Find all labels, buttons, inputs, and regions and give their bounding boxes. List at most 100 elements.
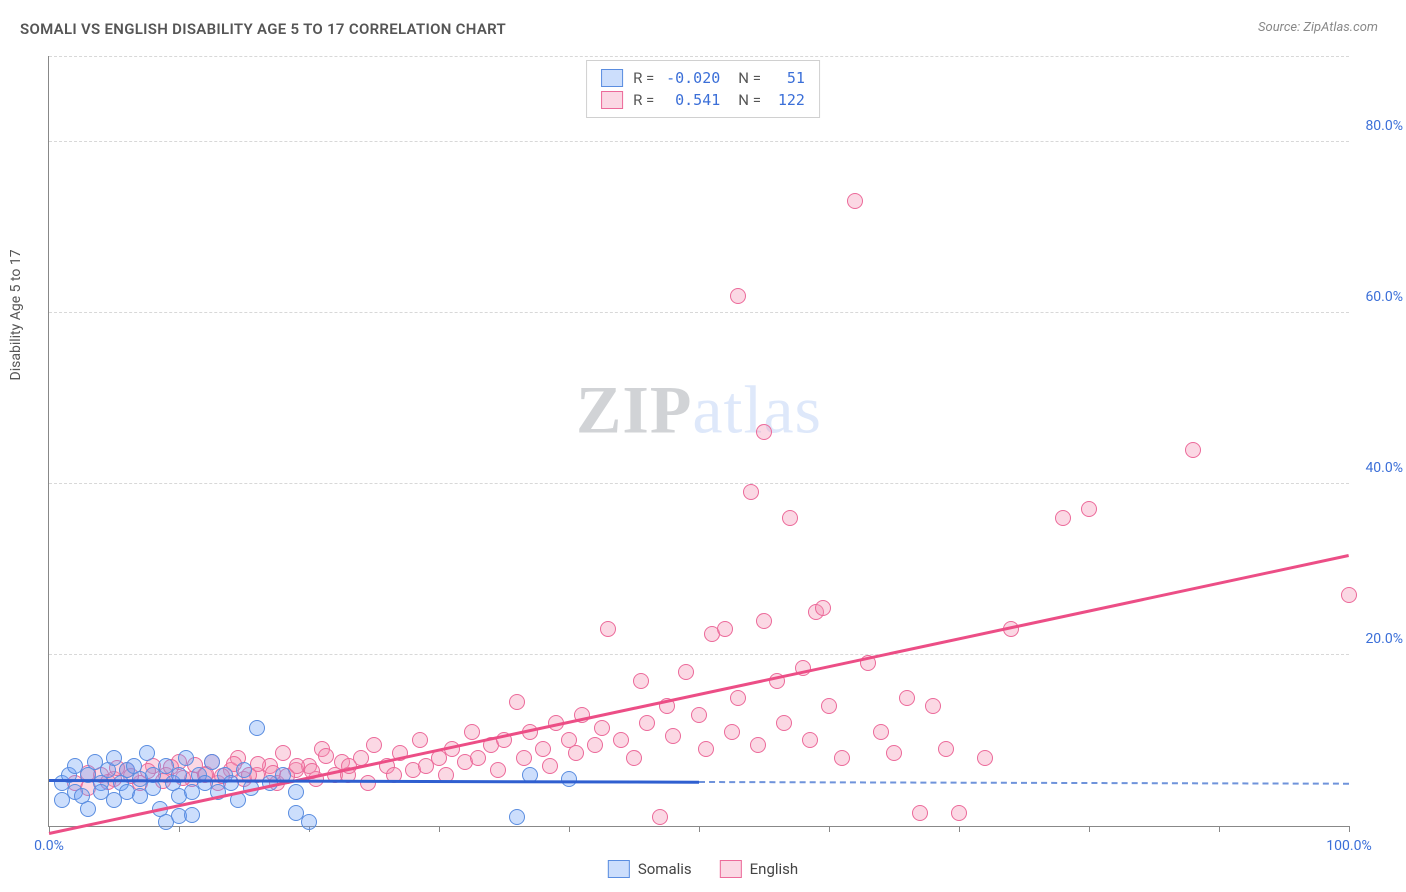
legend-label: English [750, 860, 799, 878]
series-legend: Somalis English [608, 860, 798, 878]
r-label: R = [633, 69, 654, 87]
xtick-label-left: 0.0% [34, 838, 64, 854]
data-point [204, 754, 220, 770]
gridline [49, 654, 1349, 655]
data-point [977, 750, 993, 766]
xtick [179, 826, 180, 832]
legend-swatch [608, 860, 630, 878]
data-point [730, 288, 746, 304]
data-point [678, 664, 694, 680]
data-point [139, 745, 155, 761]
legend-row: R = -0.020 N = 51 [601, 67, 805, 89]
data-point [776, 715, 792, 731]
data-point [782, 510, 798, 526]
data-point [223, 775, 239, 791]
chart-container: SOMALI VS ENGLISH DISABILITY AGE 5 TO 17… [0, 0, 1406, 892]
gridline [49, 141, 1349, 142]
ytick-label: 60.0% [1353, 289, 1403, 305]
data-point [756, 424, 772, 440]
data-point [366, 737, 382, 753]
ytick-label: 20.0% [1353, 631, 1403, 647]
data-point [873, 724, 889, 740]
xtick [959, 826, 960, 832]
data-point [698, 741, 714, 757]
data-point [288, 784, 304, 800]
data-point [912, 805, 928, 821]
xtick-label-right: 100.0% [1326, 838, 1371, 854]
legend-swatch [601, 69, 623, 87]
data-point [470, 750, 486, 766]
data-point [301, 814, 317, 830]
data-point [691, 707, 707, 723]
xtick [1349, 826, 1350, 832]
data-point [639, 715, 655, 731]
data-point [815, 600, 831, 616]
data-point [925, 698, 941, 714]
plot-area: ZIPatlas 20.0%40.0%60.0%80.0%0.0%100.0% [48, 56, 1349, 827]
data-point [249, 720, 265, 736]
watermark-zip: ZIP [576, 372, 692, 448]
data-point [600, 621, 616, 637]
gridline [49, 483, 1349, 484]
data-point [847, 193, 863, 209]
data-point [951, 805, 967, 821]
data-point [561, 771, 577, 787]
data-point [1055, 510, 1071, 526]
data-point [886, 745, 902, 761]
data-point [802, 732, 818, 748]
data-point [360, 775, 376, 791]
data-point [236, 762, 252, 778]
data-point [464, 724, 480, 740]
xtick [699, 826, 700, 832]
data-point [756, 613, 772, 629]
data-point [509, 694, 525, 710]
data-point [490, 762, 506, 778]
legend-row: R =0.541N =122 [601, 89, 805, 111]
r-value: 0.541 [664, 91, 720, 109]
data-point [834, 750, 850, 766]
xtick [1089, 826, 1090, 832]
r-value: -0.020 [664, 69, 720, 87]
xtick [569, 826, 570, 832]
ytick-label: 80.0% [1353, 118, 1403, 134]
data-point [250, 756, 266, 772]
data-point [516, 750, 532, 766]
data-point [535, 741, 551, 757]
trend-line-dashed [699, 781, 1349, 785]
legend-swatch [720, 860, 742, 878]
data-point [665, 728, 681, 744]
xtick [439, 826, 440, 832]
data-point [1081, 501, 1097, 517]
gridline [49, 56, 1349, 57]
data-point [1185, 442, 1201, 458]
watermark: ZIPatlas [576, 371, 822, 450]
n-label: N = [738, 91, 761, 109]
data-point [1341, 587, 1357, 603]
data-point [318, 748, 334, 764]
n-label: N = [738, 69, 761, 87]
xtick [829, 826, 830, 832]
data-point [750, 737, 766, 753]
chart-title: SOMALI VS ENGLISH DISABILITY AGE 5 TO 17… [20, 20, 506, 38]
data-point [730, 690, 746, 706]
xtick [1219, 826, 1220, 832]
y-axis-label: Disability Age 5 to 17 [8, 249, 24, 380]
data-point [106, 750, 122, 766]
legend-item: English [720, 860, 799, 878]
n-value: 51 [771, 69, 805, 87]
ytick-label: 40.0% [1353, 460, 1403, 476]
data-point [568, 745, 584, 761]
data-point [652, 809, 668, 825]
data-point [724, 724, 740, 740]
data-point [184, 807, 200, 823]
data-point [587, 737, 603, 753]
correlation-legend: R =-0.020N =51R =0.541N =122 [586, 60, 820, 118]
data-point [275, 745, 291, 761]
gridline [49, 312, 1349, 313]
legend-item: Somalis [608, 860, 692, 878]
data-point [178, 750, 194, 766]
data-point [613, 732, 629, 748]
data-point [412, 732, 428, 748]
data-point [899, 690, 915, 706]
data-point [821, 698, 837, 714]
